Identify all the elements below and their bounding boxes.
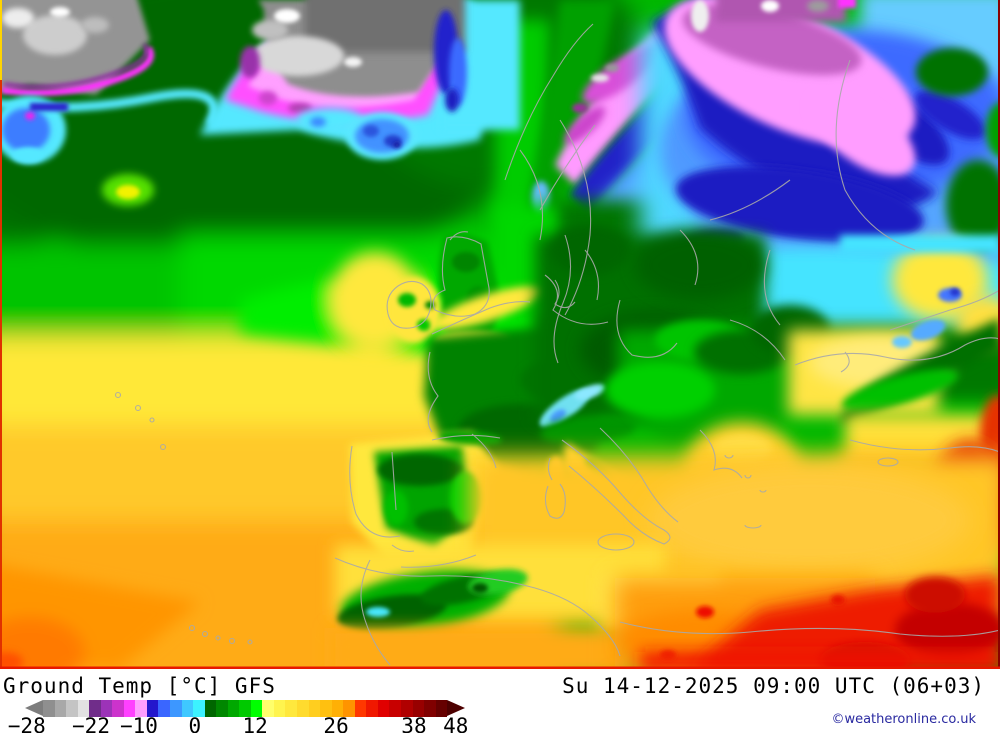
scale-segment <box>239 700 251 717</box>
scale-tick-label: −10 <box>119 714 158 733</box>
scale-segment <box>54 700 67 717</box>
scale-segment <box>123 700 136 717</box>
scale-tick-label: 0 <box>188 714 202 733</box>
scale-segment <box>297 700 309 717</box>
scale-segments <box>43 700 448 717</box>
scale-segment <box>262 700 274 717</box>
map-frame <box>0 0 1000 669</box>
scale-segment <box>66 700 78 717</box>
scale-segment <box>193 700 205 717</box>
scale-segment <box>389 700 401 717</box>
scale-segment <box>181 700 194 717</box>
scale-segment <box>377 700 390 717</box>
scale-segment <box>170 700 182 717</box>
scale-segment <box>354 700 367 717</box>
weather-map <box>0 0 1000 669</box>
greenland <box>0 0 520 164</box>
scale-segment <box>146 700 159 717</box>
scale-segment <box>158 700 171 717</box>
scale-segment <box>100 700 113 717</box>
scale-left-arrow <box>25 700 43 716</box>
scale-segment <box>308 700 321 717</box>
copyright: ©weatheronline.co.uk <box>831 712 976 727</box>
scale-tick-labels: −28 −22 −10 0 12 26 38 48 <box>8 714 469 733</box>
scale-segment <box>216 700 228 717</box>
scale-segment <box>285 700 298 717</box>
map-datetime: Su 14-12-2025 09:00 UTC (06+03) <box>562 674 985 698</box>
scale-segment <box>424 700 436 717</box>
scale-segment <box>320 700 332 717</box>
scale-segment <box>366 700 378 717</box>
scale-segment <box>43 700 55 717</box>
scale-segment <box>273 700 286 717</box>
scale-segment <box>412 700 425 717</box>
coastlines <box>114 23 1000 666</box>
africa-hot <box>330 455 1000 669</box>
scale-segment <box>435 700 448 717</box>
scale-segment <box>204 700 217 717</box>
scale-segment <box>250 700 263 717</box>
scale-tick-label: 38 <box>401 714 427 733</box>
scale-tick-label: −22 <box>72 714 110 733</box>
map-title: Ground Temp [°C] GFS <box>3 674 276 698</box>
temperature-map-svg <box>0 0 1000 669</box>
scale-right-arrow <box>447 700 465 716</box>
scale-segment <box>331 700 344 717</box>
scale-segment <box>89 700 101 717</box>
scale-tick-label: 48 <box>443 714 469 733</box>
footer: Ground Temp [°C] GFS Su 14-12-2025 09:00… <box>0 669 1000 733</box>
scale-segment <box>343 700 355 717</box>
scale-segment <box>400 700 413 717</box>
scale-tick-label: 12 <box>242 714 268 733</box>
scale-segment <box>227 700 240 717</box>
scale-segment <box>112 700 124 717</box>
temperature-scale <box>25 700 465 717</box>
scale-segment <box>77 700 90 717</box>
scale-tick-label: 26 <box>323 714 349 733</box>
scale-segment <box>135 700 147 717</box>
scale-tick-label: −28 <box>7 714 46 733</box>
